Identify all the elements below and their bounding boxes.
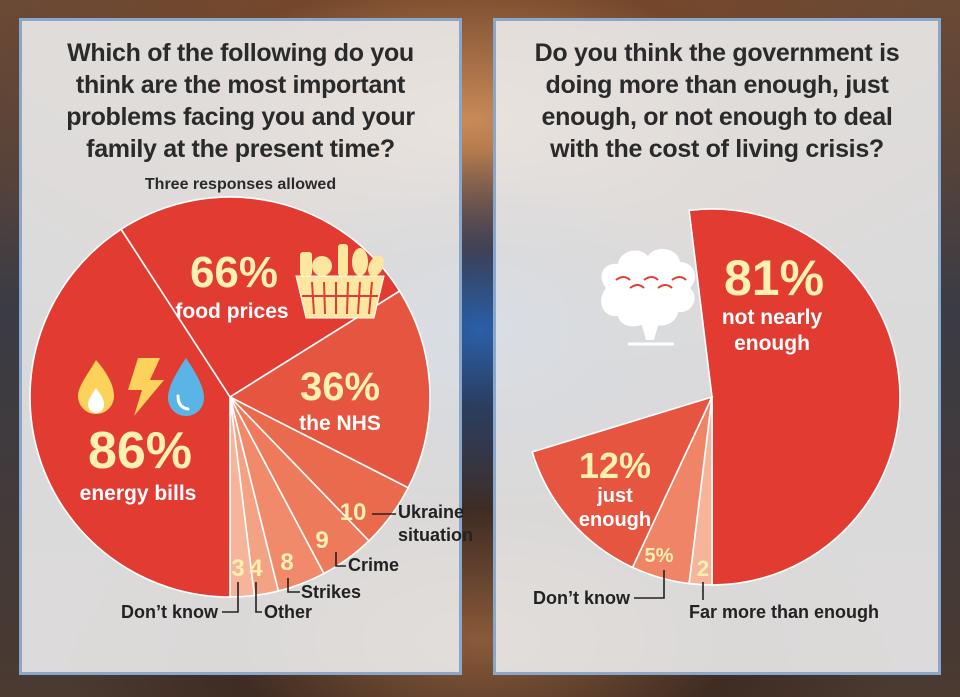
- right-dont-know-value-label: 5%: [645, 545, 674, 567]
- food-prices-category-label: food prices: [175, 300, 288, 323]
- strikes-value-label: 8: [280, 549, 293, 576]
- lightning-icon: [128, 358, 164, 416]
- far-more-outer-label: Far more than enough: [689, 602, 879, 622]
- right-question-title: Do you think the government is doing mor…: [534, 39, 900, 163]
- right-dont-know-leader-line: [634, 570, 665, 599]
- pie-slice-the-nhs: [228, 289, 431, 489]
- energy-bills-value-label: 86%: [88, 422, 192, 480]
- food-prices-value-label: 66%: [190, 248, 278, 297]
- strikes-outer-label: Strikes: [301, 582, 361, 602]
- not-nearly-enough-value-label: 81%: [724, 250, 824, 306]
- left-question-title: Which of the following do you think are …: [66, 39, 415, 163]
- other-value-label: 4: [249, 555, 263, 582]
- just-enough-label-line2: enough: [579, 509, 651, 531]
- pie-slice-not-nearly-enough: [688, 208, 901, 586]
- not-nearly-enough-label-line1: not nearly: [722, 306, 823, 329]
- crime-outer-label: Crime: [348, 555, 399, 575]
- ukraine-value-label: 10: [340, 499, 367, 526]
- nhs-value-label: 36%: [300, 365, 380, 409]
- pie-slice-energy-bills: [29, 228, 231, 598]
- nhs-category-label: the NHS: [299, 412, 381, 435]
- energy-bills-category-label: energy bills: [80, 482, 197, 505]
- dont-know-value-label: 3: [231, 555, 244, 582]
- flame-icon: [78, 360, 114, 414]
- other-outer-label: Other: [264, 602, 312, 622]
- shopping-basket-icon: [295, 244, 385, 319]
- crime-leader-line: [335, 552, 346, 567]
- ukraine-outer-label-line1: Ukraine: [398, 502, 464, 522]
- dont-know-outer-label: Don’t know: [121, 602, 219, 622]
- pie-slice-just-enough: [531, 395, 714, 569]
- water-drop-icon: [168, 358, 204, 416]
- not-nearly-enough-label-line2: enough: [734, 332, 810, 355]
- tree-logo-icon: [601, 248, 695, 346]
- other-leader-line: [255, 582, 262, 613]
- right-dont-know-outer-label: Don’t know: [533, 588, 631, 608]
- just-enough-value-label: 12%: [579, 445, 651, 486]
- dont-know-leader-line: [222, 582, 239, 613]
- strikes-leader-line: [287, 578, 300, 593]
- far-more-value-label: 2: [697, 556, 709, 581]
- left-question-subtitle: Three responses allowed: [144, 176, 337, 193]
- ukraine-outer-label-line2: situation: [398, 525, 473, 545]
- just-enough-label-line1: just: [596, 485, 633, 507]
- left-pie-chart: 66% food prices 36% the NHS 86%energy bills 1…: [29, 196, 473, 622]
- crime-value-label: 9: [315, 527, 328, 554]
